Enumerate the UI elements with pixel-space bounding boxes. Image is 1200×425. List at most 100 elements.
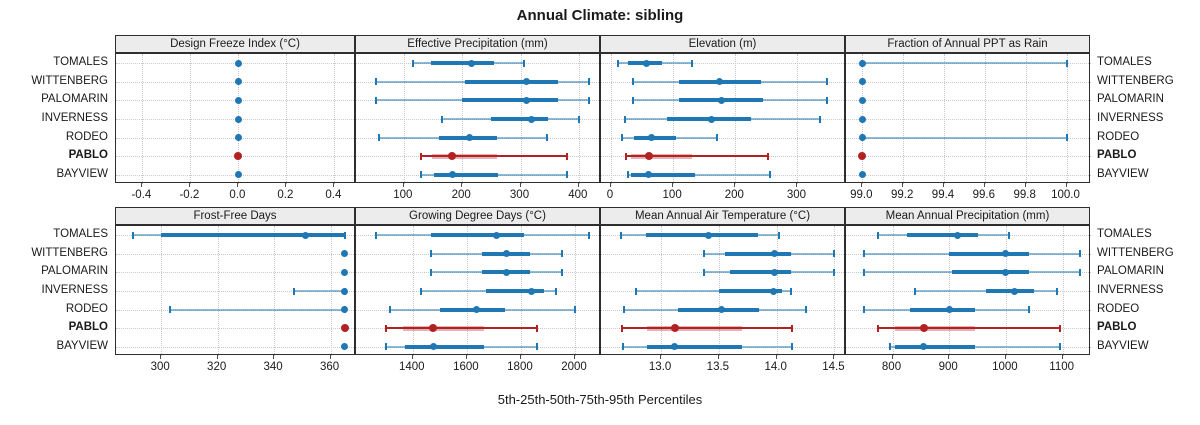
median-dot — [671, 343, 679, 351]
whisker-cap — [419, 287, 422, 295]
median-dot — [920, 343, 928, 351]
gridline-horizontal — [846, 119, 1091, 120]
median-dot — [770, 268, 778, 276]
axis-tick-label: 2000 — [561, 361, 587, 373]
axis-tick-label: 99.6 — [972, 189, 996, 201]
whisker-cap — [1027, 306, 1030, 314]
iqr-band-25-75 — [404, 344, 485, 349]
site-label-palomarin: PALOMARIN — [1097, 265, 1164, 278]
median-dot — [472, 306, 480, 314]
panel-title-frost-free-days: Frost-Free Days — [193, 210, 277, 222]
axis-tick-label: 300 — [509, 189, 530, 201]
axis-tick — [577, 183, 579, 187]
iqr-band-25-75 — [909, 307, 975, 312]
whisker-cap — [888, 343, 891, 351]
site-label-inverness: INVERNESS — [41, 284, 108, 296]
gridline-horizontal — [846, 174, 1091, 176]
panel-mean-annual-precipitation-mm — [845, 225, 1091, 356]
median-dot — [503, 268, 511, 276]
axis-tick-label: 1400 — [398, 361, 425, 373]
iqr-band-25-75 — [403, 325, 485, 331]
whisker-cap — [536, 324, 539, 332]
median-dot — [945, 306, 953, 314]
iqr-band-25-75 — [895, 325, 975, 331]
iqr-band-25-75 — [718, 289, 783, 293]
whisker-cap — [168, 306, 171, 314]
iqr-band-25-75 — [465, 79, 559, 84]
whisker-cap — [690, 59, 693, 67]
whisker-cap — [566, 171, 569, 179]
whisker-cap — [388, 306, 391, 314]
gridline-horizontal — [116, 328, 356, 330]
median-dot — [642, 59, 650, 67]
median-dot — [770, 250, 778, 258]
site-label-bayview: BAYVIEW — [56, 339, 108, 352]
panel-elevation-m — [600, 53, 846, 184]
axis-tick — [609, 183, 611, 187]
median-dot — [448, 152, 457, 161]
whisker-cap — [131, 231, 134, 239]
site-label-inverness: INVERNESS — [41, 112, 108, 124]
whisker-cap — [411, 59, 414, 67]
axis-tick-label: 0.4 — [325, 189, 342, 201]
whisker-cap — [790, 324, 793, 332]
whisker-cap — [420, 171, 423, 179]
whisker-cap — [634, 287, 637, 295]
axis-tick — [948, 355, 950, 359]
whisker-cap — [1007, 231, 1010, 239]
whisker-cap — [623, 306, 626, 314]
gridline-horizontal — [116, 346, 356, 348]
median-dot — [522, 78, 530, 86]
median-dot — [769, 287, 777, 295]
whisker-cap — [914, 287, 917, 295]
median-dot — [644, 152, 653, 161]
axis-tick — [861, 183, 863, 187]
axis-tick-label: 0.2 — [277, 189, 294, 201]
whisker-cap — [624, 152, 627, 160]
whisker-cap — [790, 343, 793, 351]
axis-tick-label: 99.8 — [1013, 189, 1036, 201]
whisker-cap — [863, 268, 866, 276]
median-dot — [341, 306, 349, 314]
axis-tick-label: 99.4 — [931, 189, 955, 201]
whisker-5-95 — [625, 155, 769, 158]
median-dot — [707, 115, 715, 123]
panel-growing-degree-days-c — [355, 225, 601, 356]
whisker-cap — [626, 171, 629, 179]
panel-effective-precipitation-mm — [355, 53, 601, 184]
gridline-horizontal — [116, 291, 356, 292]
whisker-cap — [375, 231, 378, 239]
iqr-band-25-75 — [462, 98, 559, 103]
percentile-caption: 5th-25th-50th-75th-95th Percentiles — [497, 392, 703, 407]
median-dot — [234, 59, 242, 67]
axis-tick-label: 99.0 — [850, 189, 873, 201]
whisker-5-95 — [862, 136, 1067, 139]
whisker-cap — [523, 59, 525, 67]
axis-tick — [943, 183, 944, 187]
panel-title-mean-annual-air-temperature-c: Mean Annual Air Temperature (°C) — [634, 210, 811, 222]
median-dot — [234, 96, 242, 104]
median-dot — [858, 96, 866, 104]
axis-tick — [833, 355, 835, 359]
whisker-cap — [621, 134, 624, 142]
panel-design-freeze-index-c — [115, 53, 356, 184]
site-label-tomales: TOMALES — [1097, 56, 1152, 69]
whisker-cap — [620, 324, 623, 332]
axis-tick-label: 300 — [786, 189, 807, 201]
whisker-cap — [566, 152, 569, 160]
axis-tick-label: 1100 — [1049, 361, 1075, 373]
site-label-rodeo: RODEO — [1097, 130, 1140, 143]
whisker-cap — [555, 287, 558, 295]
panel-title-effective-precipitation-mm: Effective Precipitation (mm) — [407, 38, 548, 50]
axis-tick — [660, 355, 662, 359]
site-label-rodeo: RODEO — [1097, 302, 1140, 315]
iqr-band-25-75 — [724, 251, 791, 256]
median-dot — [718, 96, 726, 104]
iqr-band-25-75 — [630, 172, 695, 177]
axis-tick-label: 400 — [568, 189, 588, 201]
panel-fraction-of-annual-ppt-as-rain — [845, 53, 1091, 184]
whisker-cap — [587, 231, 590, 239]
median-dot — [468, 59, 475, 67]
median-dot — [234, 78, 242, 86]
axis-tick — [574, 355, 576, 359]
